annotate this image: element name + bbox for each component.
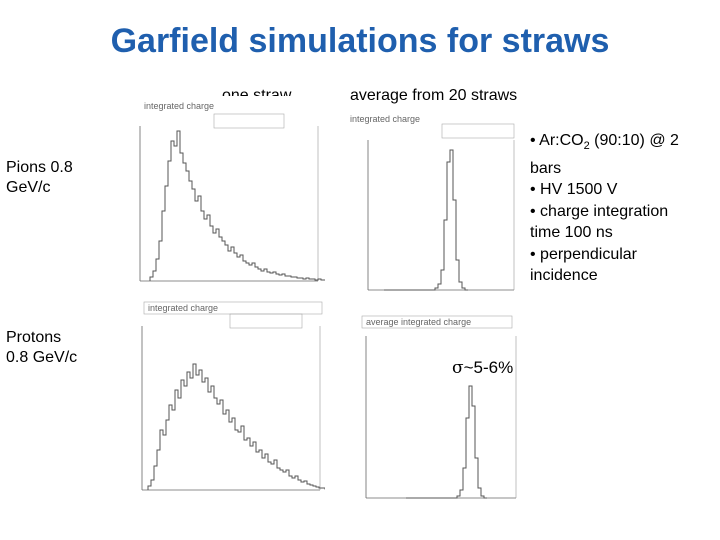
- note-gas: • Ar:CO2 (90:10) @ 2: [530, 132, 679, 153]
- row-label-pions-line2: GeV/c: [6, 179, 51, 196]
- note-hv: • HV 1500 V: [530, 181, 618, 199]
- note-gas-cont: bars: [530, 159, 562, 177]
- histogram-trace: [406, 385, 487, 499]
- resolution-label: σ~5-6%: [452, 358, 514, 378]
- stats-box: [213, 113, 285, 129]
- histogram-trace: [147, 363, 325, 490]
- plot-title: integrated charge: [350, 114, 420, 124]
- note-incidence-cont: incidence: [530, 267, 598, 285]
- histogram-protons-average: average integrated charge: [338, 314, 538, 510]
- slide-title: Garfield simulations for straws: [110, 22, 610, 60]
- row-label-protons-line2: 0.8 GeV/c: [6, 349, 78, 366]
- plot-title: integrated charge: [148, 303, 218, 313]
- title-box: [361, 315, 513, 329]
- plot-title: integrated charge: [144, 101, 214, 111]
- note-integration-cont: time 100 ns: [530, 224, 613, 242]
- column-label-average: average from 20 straws: [350, 87, 518, 104]
- row-label-protons: Protons 0.8 GeV/c: [6, 328, 77, 368]
- simulation-notes: • Ar:CO2 (90:10) @ 2 bars • HV 1500 V • …: [530, 130, 710, 287]
- histogram-protons-one-straw: integrated charge: [120, 300, 325, 510]
- histogram-pions-average: integrated charge: [338, 112, 528, 302]
- plot-title: average integrated charge: [366, 317, 471, 327]
- stats-box: [441, 123, 515, 139]
- row-label-pions-line1: Pions 0.8: [6, 159, 73, 176]
- histogram-trace: [149, 130, 325, 281]
- row-label-protons-line1: Protons: [6, 329, 62, 346]
- note-integration: • charge integration: [530, 202, 669, 220]
- row-label-pions: Pions 0.8 GeV/c: [6, 158, 73, 198]
- note-incidence: • perpendicular: [530, 245, 637, 263]
- histogram-pions-one-straw: integrated charge: [120, 96, 325, 298]
- histogram-trace: [384, 149, 468, 291]
- stats-box: [229, 313, 303, 329]
